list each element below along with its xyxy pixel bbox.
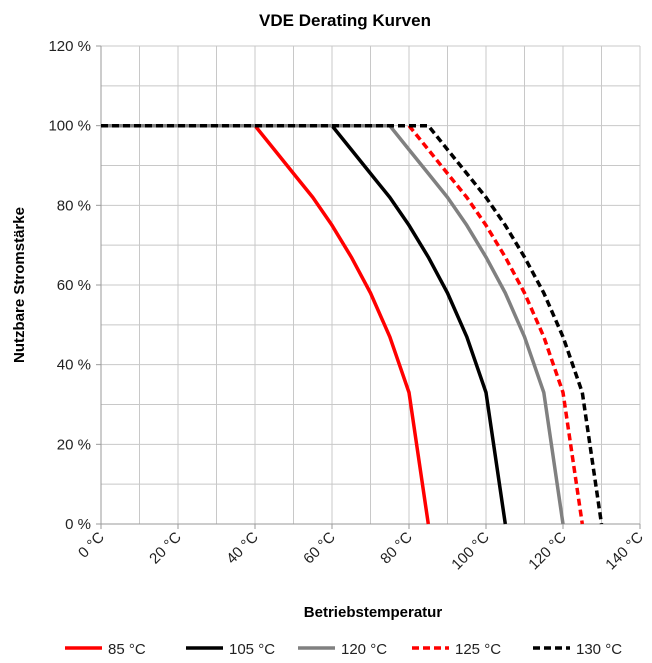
legend: 85 °C 105 °C 120 °C 125 °C 130 °C [65,641,622,658]
series-line-105 [101,123,508,525]
x-tick-label: 60 °C [300,529,339,568]
legend-item: 85 °C [65,641,146,658]
y-tick-label: 0 % [65,516,91,533]
chart-title: VDE Derating Kurven [259,11,431,30]
legend-label: 120 °C [341,641,387,658]
x-tick-label: 80 °C [377,529,416,568]
legend-label: 85 °C [108,641,146,658]
legend-label: 105 °C [229,641,275,658]
legend-label: 125 °C [455,641,501,658]
y-tick-labels: 0 % 20 % 40 % 60 % 80 % 100 % 120 % [48,38,91,533]
x-tick-label: 20 °C [146,529,185,568]
y-tick-label: 20 % [57,436,91,453]
x-axis-title: Betriebstemperatur [304,604,443,621]
series-line-120 [101,123,565,525]
y-tick-label: 80 % [57,197,91,214]
series-line-125 [101,123,585,525]
legend-item: 120 °C [298,641,387,658]
series-line-130 [101,123,604,525]
series-line-85 [101,123,431,525]
x-tick-label: 40 °C [223,529,262,568]
legend-item: 130 °C [533,641,622,658]
x-tick-label: 0 °C [75,529,108,562]
y-tick-label: 40 % [57,357,91,374]
legend-item: 125 °C [412,641,501,658]
x-tick-labels: 0 °C 20 °C 40 °C 60 °C 80 °C 100 °C 120 °C 140 … [75,529,647,574]
x-tick-label: 140 °C [602,529,647,574]
y-axis-title: Nutzbare Stromstärke [11,207,28,363]
legend-item: 105 °C [186,641,275,658]
series-lines [101,123,604,525]
x-tick-label: 120 °C [525,529,570,574]
x-tick-label: 100 °C [448,529,493,574]
y-tick-label: 120 % [48,38,91,55]
legend-label: 130 °C [576,641,622,658]
y-tick-label: 60 % [57,277,91,294]
grid [101,45,641,524]
y-tick-label: 100 % [48,118,91,135]
